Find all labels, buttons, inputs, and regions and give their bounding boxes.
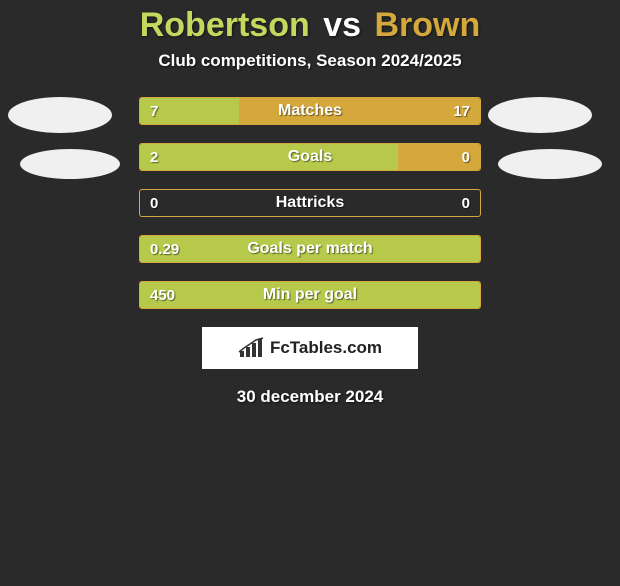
brand-box: FcTables.com: [202, 327, 418, 369]
stat-bar: 0.29Goals per match: [139, 235, 481, 263]
date-text: 30 december 2024: [0, 387, 620, 407]
stat-bars: 717Matches 20Goals 00Hattricks 0.29Goals pe…: [139, 97, 481, 309]
stat-bar-label: Hattricks: [140, 190, 480, 216]
stat-bar: 00Hattricks: [139, 189, 481, 217]
stat-bar: 450Min per goal: [139, 281, 481, 309]
stat-bar: 20Goals: [139, 143, 481, 171]
stat-bar-label: Matches: [140, 98, 480, 124]
title-player1: Robertson: [140, 6, 310, 44]
stat-bar-label: Goals per match: [140, 236, 480, 262]
title-player2: Brown: [374, 6, 480, 44]
stat-bar-label: Min per goal: [140, 282, 480, 308]
page-title: Robertson vs Brown: [0, 6, 620, 45]
player1-flag-placeholder: [20, 149, 120, 179]
subtitle: Club competitions, Season 2024/2025: [0, 51, 620, 71]
player2-flag-placeholder: [498, 149, 602, 179]
stat-bar-label: Goals: [140, 144, 480, 170]
player1-logo-placeholder: [8, 97, 112, 133]
fctables-chart-icon: [238, 337, 264, 359]
player2-logo-placeholder: [488, 97, 592, 133]
title-vs: vs: [323, 6, 361, 44]
brand-text: FcTables.com: [270, 338, 382, 358]
stat-bar: 717Matches: [139, 97, 481, 125]
comparison-stage: 717Matches 20Goals 00Hattricks 0.29Goals pe…: [0, 97, 620, 309]
